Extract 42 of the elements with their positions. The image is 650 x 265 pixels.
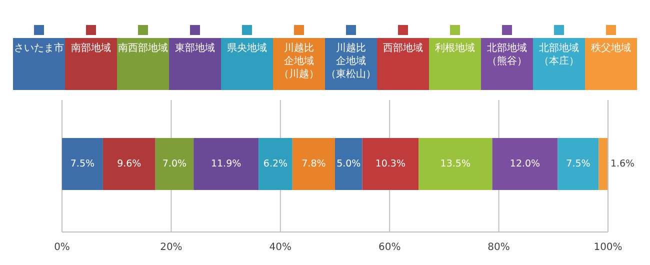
data-label: 5.0% (336, 158, 361, 170)
data-label: 11.9% (210, 158, 242, 170)
bar (292, 138, 335, 190)
data-label: 12.0% (510, 158, 540, 170)
x-tick-label: 40% (269, 242, 292, 253)
data-label: 1.6% (610, 158, 635, 170)
x-tick-label: 20% (160, 242, 182, 253)
bar (62, 138, 103, 190)
data-label: 9.6% (117, 158, 142, 170)
data-label: 7.5% (70, 158, 95, 170)
bar (492, 138, 558, 190)
legend-label: 北部地域（熊谷） (487, 42, 527, 67)
legend-label: 西部地域 (383, 42, 423, 54)
bar (258, 138, 292, 190)
legend-label: 秩父地域 (591, 42, 631, 54)
x-tick-label: 60% (378, 242, 401, 253)
data-label: 7.5% (566, 158, 590, 170)
bar (362, 138, 419, 190)
x-tick-label: 0% (54, 242, 70, 253)
legend-label: 南部地域 (71, 42, 111, 54)
x-tick-label: 100% (594, 242, 622, 253)
bar (194, 138, 259, 190)
bar (335, 138, 362, 190)
bar (418, 138, 492, 190)
data-label: 13.5% (440, 158, 470, 170)
x-tick-label: 80% (488, 242, 510, 253)
legend-label: 南西部地域 (118, 42, 168, 54)
bar (155, 138, 194, 190)
bar (558, 138, 599, 190)
legend-label: 川越比企地域（東松山） (326, 42, 376, 80)
data-label: 10.3% (375, 158, 406, 170)
legend-label: 北部地域（本庄） (539, 42, 579, 67)
legend-label: 東部地域 (175, 42, 215, 54)
data-label: 7.0% (162, 158, 187, 170)
legend-label: 川越比企地域（川越） (279, 42, 319, 80)
bar (598, 138, 608, 190)
data-label: 6.2% (263, 158, 288, 170)
legend-label: 利根地域 (435, 42, 475, 54)
data-label: 7.8% (302, 158, 326, 170)
legend-label: 県央地域 (227, 42, 267, 54)
legend-label: さいたま市 (14, 42, 64, 54)
bar (102, 138, 156, 190)
